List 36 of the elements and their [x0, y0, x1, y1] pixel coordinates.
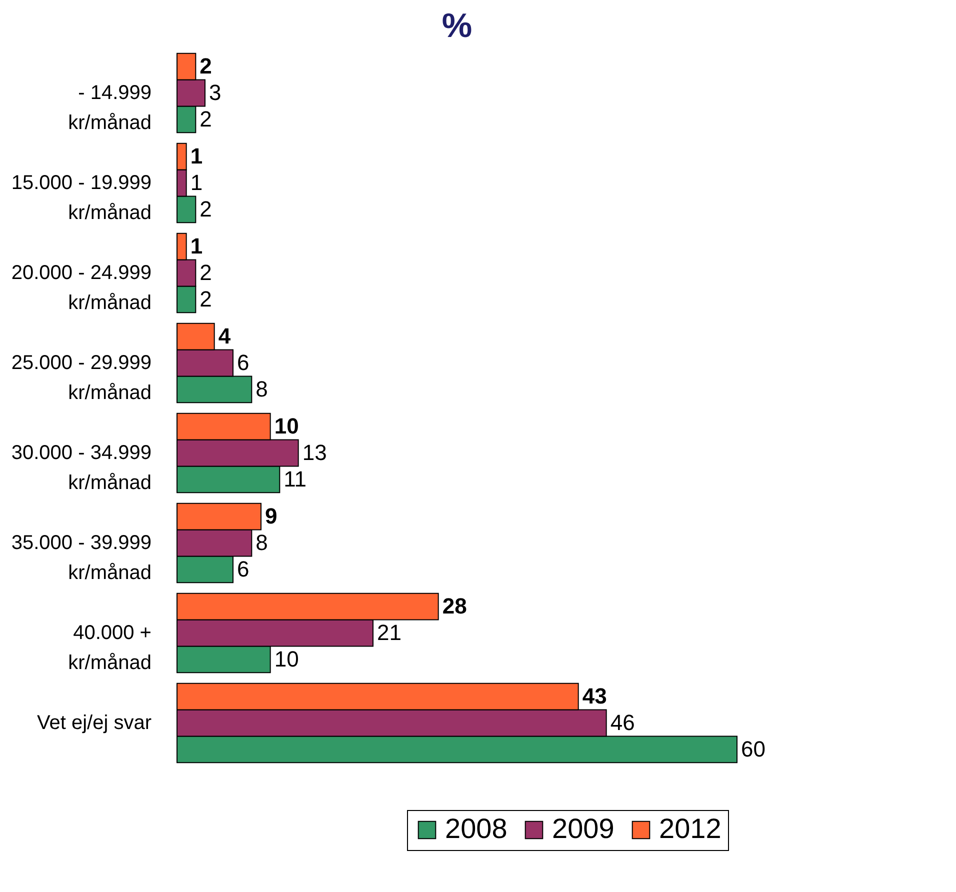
data-label: 2	[200, 54, 212, 79]
data-label: 1	[190, 144, 203, 169]
legend-label: 2012	[659, 813, 722, 844]
data-label: 9	[265, 504, 278, 529]
legend-label: 2008	[445, 813, 508, 844]
data-label: 2	[200, 106, 212, 132]
data-label: 60	[741, 736, 766, 762]
data-label: 21	[377, 620, 402, 645]
data-label: 3	[209, 80, 222, 105]
data-label: 2	[200, 196, 212, 222]
data-label: 10	[274, 414, 299, 439]
data-label: 6	[237, 556, 250, 582]
y-tick-label: 15.000 - 19.999 kr/månad	[11, 172, 152, 224]
y-tick-label: - 14.999 kr/månad	[68, 82, 152, 134]
legend-label: 2009	[552, 813, 614, 844]
data-label: 8	[256, 376, 268, 402]
data-label: 2	[200, 286, 212, 312]
y-tick-label: Vet ej/ej svar	[36, 712, 152, 734]
data-label: 28	[442, 594, 467, 619]
data-label: 10	[274, 646, 299, 672]
y-tick-label: 20.000 - 24.999 kr/månad	[11, 262, 152, 314]
data-label: 1	[190, 170, 203, 195]
data-label: 13	[302, 440, 327, 465]
data-label: 1	[190, 234, 203, 259]
y-tick-label: 25.000 - 29.999 kr/månad	[11, 352, 152, 404]
data-label: 2	[200, 260, 212, 285]
data-label: 46	[610, 710, 635, 735]
data-label: 8	[256, 530, 268, 555]
data-label: 11	[284, 466, 307, 492]
data-label: 4	[218, 324, 232, 349]
y-tick-label: 40.000 + kr/månad	[68, 622, 152, 674]
y-tick-label: 35.000 - 39.999 kr/månad	[11, 532, 152, 584]
chart-title: %	[442, 7, 472, 45]
data-label: 6	[237, 350, 250, 375]
y-tick-label: 30.000 - 34.999 kr/månad	[11, 442, 152, 494]
data-label: 43	[582, 684, 607, 709]
